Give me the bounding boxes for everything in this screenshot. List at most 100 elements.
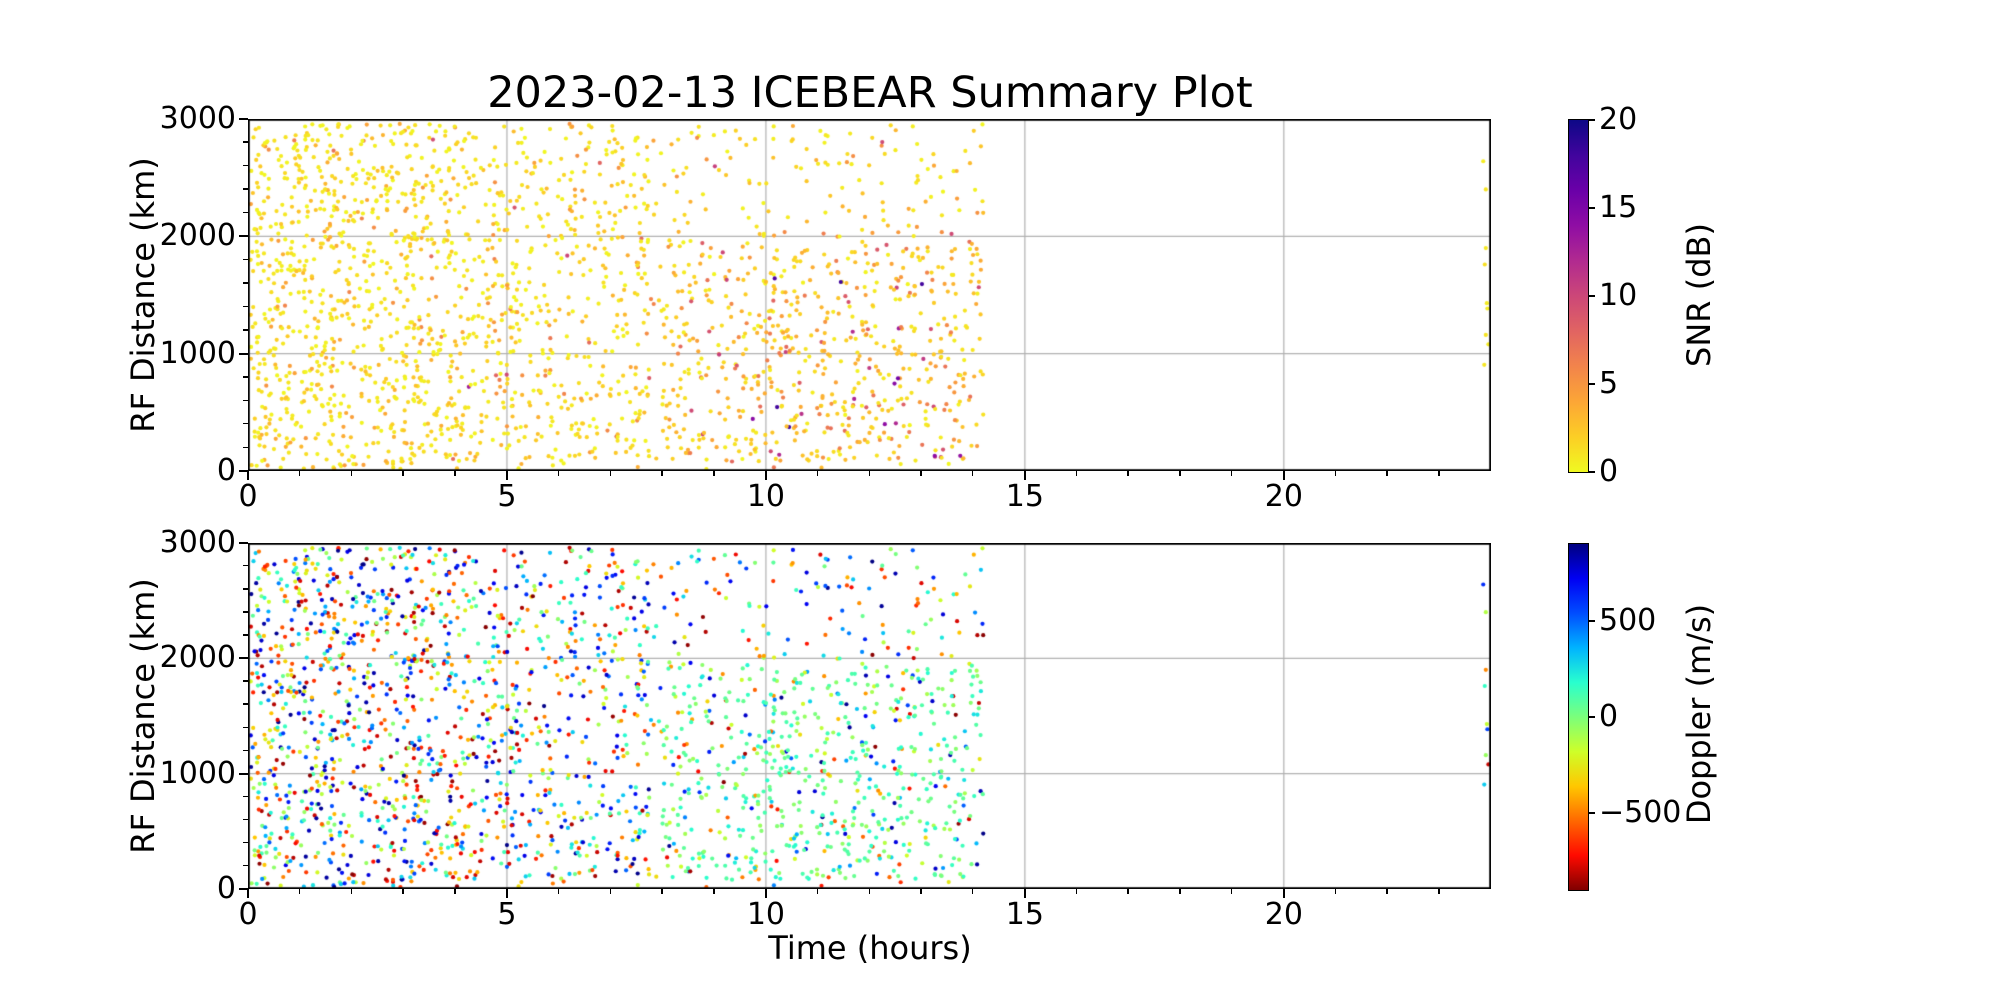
x-minor-tick <box>298 889 301 894</box>
chart-title: 2023-02-13 ICEBEAR Summary Plot <box>487 68 1253 118</box>
colorbar-tick <box>1588 119 1595 121</box>
y-minor-tick <box>243 749 248 751</box>
y-minor-tick <box>243 611 248 613</box>
y-minor-tick <box>243 211 248 214</box>
y-minor-tick <box>243 164 248 167</box>
x-minor-tick <box>920 889 922 894</box>
colorbar-tick <box>1588 295 1595 297</box>
x-minor-tick <box>972 471 974 476</box>
x-tick <box>247 889 249 898</box>
y-minor-tick <box>243 376 248 378</box>
colorbar-tick <box>1588 383 1595 385</box>
x-tick-label: 5 <box>497 479 517 514</box>
y-minor-tick <box>243 726 248 728</box>
x-minor-tick <box>557 889 560 894</box>
y-tick <box>239 772 248 775</box>
y-tick-label: 3000 <box>159 525 236 560</box>
colorbar-tick-label: 20 <box>1599 102 1638 137</box>
y-minor-tick <box>243 795 248 798</box>
y-tick-label: 3000 <box>159 101 236 136</box>
colorbar-tick-label: 10 <box>1599 278 1638 313</box>
x-tick <box>1282 889 1285 898</box>
x-minor-tick <box>1075 889 1078 894</box>
y-minor-tick <box>243 188 248 190</box>
x-tick <box>1023 889 1026 898</box>
y-tick <box>239 888 248 890</box>
colorbar-tick <box>1588 812 1595 815</box>
x-minor-tick <box>454 889 456 894</box>
y-minor-tick <box>243 305 248 308</box>
x-axis-label: Time (hours) <box>768 929 972 967</box>
colorbar-tick-label: 15 <box>1599 190 1638 225</box>
y-tick-label: 2000 <box>159 218 236 254</box>
y-tick <box>239 470 248 472</box>
x-tick <box>764 889 767 898</box>
y-axis-label-snr-plot: RF Distance (km) <box>124 157 162 433</box>
x-minor-tick <box>868 471 870 476</box>
x-tick <box>247 471 249 480</box>
x-tick-label: 15 <box>1005 479 1044 514</box>
x-minor-tick <box>1334 471 1337 476</box>
colorbar-tick-label: 0 <box>1599 699 1619 734</box>
x-tick-label: 10 <box>746 897 785 932</box>
colorbar-tick-label: 0 <box>1599 454 1619 489</box>
y-tick <box>239 235 248 238</box>
y-tick-label: 0 <box>216 871 236 906</box>
y-minor-tick <box>243 588 248 590</box>
snr-scatter-canvas <box>248 119 1491 471</box>
y-minor-tick <box>243 634 248 636</box>
y-minor-tick <box>243 841 248 844</box>
x-tick-label: 15 <box>1005 897 1044 932</box>
x-minor-tick <box>713 889 715 894</box>
y-minor-tick <box>243 423 248 425</box>
x-tick-label: 10 <box>746 479 785 514</box>
colorbar-tick <box>1588 716 1595 718</box>
y-minor-tick <box>243 258 248 261</box>
doppler-colorbar-gradient <box>1569 544 1588 890</box>
colorbar-tick <box>1588 471 1595 473</box>
x-minor-tick <box>1231 889 1233 894</box>
x-minor-tick <box>350 889 352 894</box>
colorbar-tick-label: 5 <box>1599 366 1619 401</box>
y-tick <box>239 352 248 355</box>
colorbar-tick-label: −500 <box>1599 795 1682 831</box>
colorbar-tick <box>1588 619 1595 622</box>
y-minor-tick <box>243 282 248 284</box>
x-minor-tick <box>1231 471 1233 476</box>
x-minor-tick <box>1438 471 1440 476</box>
x-minor-tick <box>920 471 922 476</box>
x-tick-label: 5 <box>497 897 517 932</box>
x-minor-tick <box>1127 889 1129 894</box>
x-tick-label: 0 <box>238 897 258 932</box>
x-minor-tick <box>298 471 301 476</box>
y-minor-tick <box>243 680 248 682</box>
snr-colorbar-gradient <box>1569 120 1588 472</box>
y-minor-tick <box>243 399 248 401</box>
x-tick-label: 0 <box>238 479 258 514</box>
x-minor-tick <box>1386 471 1388 476</box>
x-minor-tick <box>816 889 819 894</box>
y-minor-tick <box>243 864 248 867</box>
x-minor-tick <box>402 471 404 476</box>
x-minor-tick <box>713 471 715 476</box>
y-tick-label: 2000 <box>159 640 236 676</box>
x-minor-tick <box>1386 889 1388 894</box>
x-minor-tick <box>1438 889 1440 894</box>
y-minor-tick <box>243 329 248 331</box>
y-minor-tick <box>243 565 248 567</box>
x-tick <box>505 889 508 898</box>
y-minor-tick <box>243 446 248 448</box>
y-tick-label: 1000 <box>159 755 236 791</box>
y-tick <box>239 542 248 544</box>
x-minor-tick <box>868 889 870 894</box>
y-minor-tick <box>243 703 248 705</box>
x-minor-tick <box>1179 889 1181 894</box>
x-minor-tick <box>1179 471 1181 476</box>
x-tick <box>764 471 767 480</box>
doppler-colorbar: −500 0 500 <box>1568 543 1681 891</box>
y-minor-tick <box>243 818 248 821</box>
doppler-scatter-canvas <box>248 543 1491 889</box>
y-tick-label: 0 <box>216 453 236 488</box>
x-tick-label: 20 <box>1264 897 1303 932</box>
